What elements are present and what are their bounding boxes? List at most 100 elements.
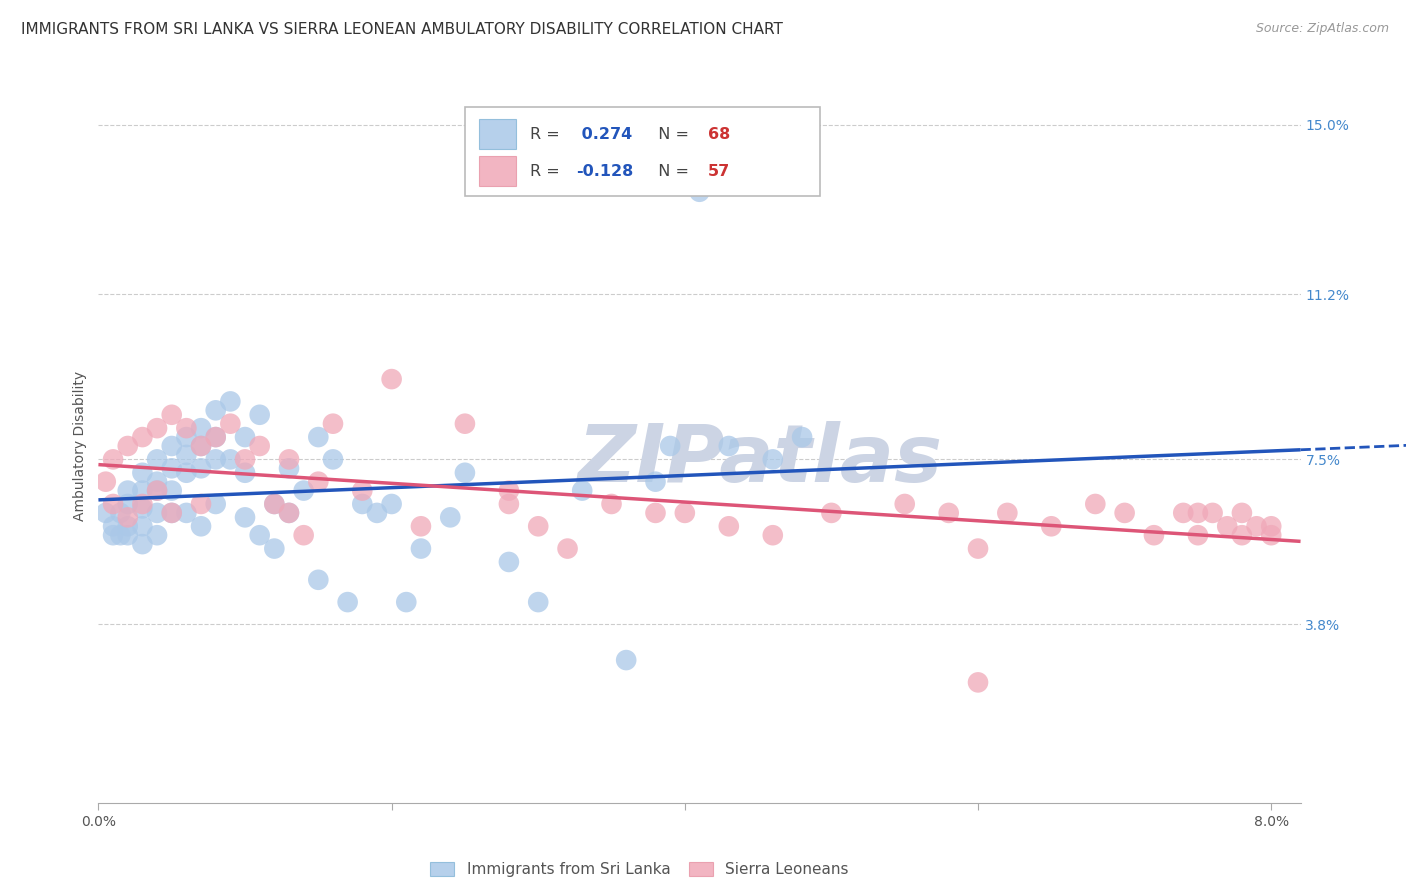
Point <box>1173 506 1195 520</box>
Point <box>600 497 623 511</box>
Point <box>263 497 285 511</box>
Point <box>322 452 344 467</box>
Point <box>717 439 740 453</box>
Point <box>381 372 404 386</box>
Point <box>381 497 404 511</box>
Point <box>117 439 139 453</box>
Point <box>644 475 666 489</box>
Point <box>938 506 960 520</box>
Point <box>117 519 139 533</box>
Point <box>307 475 329 489</box>
Point <box>409 519 432 533</box>
Bar <box>479 156 516 186</box>
Point <box>263 541 285 556</box>
Point <box>352 483 374 498</box>
Point <box>439 510 461 524</box>
Point <box>1260 528 1282 542</box>
Point <box>160 506 183 520</box>
Text: N =: N = <box>648 127 695 142</box>
Point <box>101 519 124 533</box>
Point <box>498 497 520 511</box>
Point <box>352 497 374 511</box>
Point <box>1040 519 1063 533</box>
Point <box>146 475 169 489</box>
Y-axis label: Ambulatory Disability: Ambulatory Disability <box>73 371 87 521</box>
Point <box>790 430 813 444</box>
Point <box>1187 506 1209 520</box>
Point <box>395 595 418 609</box>
Point <box>204 403 226 417</box>
Point <box>498 555 520 569</box>
Point <box>110 528 132 542</box>
Point <box>146 506 169 520</box>
Point <box>366 506 388 520</box>
Point <box>249 439 271 453</box>
Point <box>557 541 579 556</box>
Point <box>176 448 198 462</box>
Point <box>146 528 169 542</box>
Point <box>204 430 226 444</box>
Point <box>190 439 212 453</box>
Point <box>1230 506 1253 520</box>
Text: Source: ZipAtlas.com: Source: ZipAtlas.com <box>1256 22 1389 36</box>
Point <box>717 519 740 533</box>
Text: 0.274: 0.274 <box>575 127 631 142</box>
Point <box>146 452 169 467</box>
Point <box>160 461 183 475</box>
Point <box>117 497 139 511</box>
Point <box>454 417 477 431</box>
Point <box>176 430 198 444</box>
Point <box>263 497 285 511</box>
Point <box>233 510 256 524</box>
Point <box>146 483 169 498</box>
Point <box>176 506 198 520</box>
Point <box>176 421 198 435</box>
FancyBboxPatch shape <box>465 107 820 196</box>
Point <box>204 452 226 467</box>
Point <box>1084 497 1107 511</box>
Point <box>762 452 785 467</box>
Point <box>219 417 242 431</box>
Text: -0.128: -0.128 <box>575 164 633 178</box>
Text: N =: N = <box>648 164 695 178</box>
Point <box>219 452 242 467</box>
Point <box>101 452 124 467</box>
Point <box>190 421 212 435</box>
Bar <box>479 120 516 149</box>
Point <box>307 430 329 444</box>
Point <box>131 466 153 480</box>
Point <box>614 653 637 667</box>
Text: R =: R = <box>530 164 565 178</box>
Point <box>204 430 226 444</box>
Point <box>527 519 550 533</box>
Point <box>307 573 329 587</box>
Point <box>644 506 666 520</box>
Point <box>292 528 315 542</box>
Point <box>1201 506 1223 520</box>
Point <box>204 497 226 511</box>
Point <box>131 501 153 516</box>
Point <box>1216 519 1239 533</box>
Point <box>689 185 711 199</box>
Point <box>571 483 593 498</box>
Text: 57: 57 <box>707 164 730 178</box>
Point <box>146 421 169 435</box>
Point <box>967 675 990 690</box>
Point <box>101 528 124 542</box>
Point <box>454 466 477 480</box>
Point <box>190 497 212 511</box>
Point <box>117 483 139 498</box>
Point <box>1246 519 1268 533</box>
Point <box>249 528 271 542</box>
Point <box>94 506 117 520</box>
Point <box>110 506 132 520</box>
Point <box>131 497 153 511</box>
Point <box>146 483 169 498</box>
Legend: Immigrants from Sri Lanka, Sierra Leoneans: Immigrants from Sri Lanka, Sierra Leonea… <box>430 862 849 877</box>
Point <box>893 497 915 511</box>
Point <box>659 439 682 453</box>
Point <box>117 528 139 542</box>
Point <box>1260 519 1282 533</box>
Point <box>131 483 153 498</box>
Point <box>131 430 153 444</box>
